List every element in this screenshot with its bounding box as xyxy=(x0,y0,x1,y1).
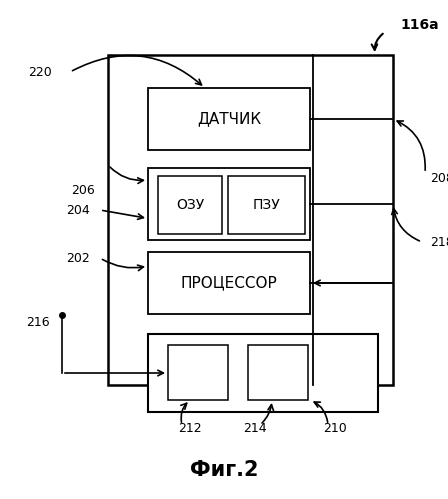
Bar xyxy=(148,334,378,412)
Text: 214: 214 xyxy=(243,422,267,435)
Text: 216: 216 xyxy=(26,315,50,328)
Text: 212: 212 xyxy=(178,422,202,435)
Bar xyxy=(168,345,228,400)
Text: ДАТЧИК: ДАТЧИК xyxy=(197,111,261,127)
Text: 208: 208 xyxy=(430,172,448,185)
Bar xyxy=(148,252,310,314)
Text: ПРОЦЕССОР: ПРОЦЕССОР xyxy=(181,275,277,290)
Text: 204: 204 xyxy=(66,204,90,217)
Text: 210: 210 xyxy=(323,422,347,435)
Text: 206: 206 xyxy=(71,184,95,197)
Text: ОЗУ: ОЗУ xyxy=(176,198,204,212)
Text: ПЗУ: ПЗУ xyxy=(253,198,280,212)
Bar xyxy=(148,168,310,240)
Bar xyxy=(148,88,310,150)
Bar xyxy=(108,55,393,385)
Text: 202: 202 xyxy=(66,251,90,264)
Text: Фиг.2: Фиг.2 xyxy=(190,460,258,480)
Bar xyxy=(158,176,222,234)
Text: 116а: 116а xyxy=(400,18,439,32)
Text: 218: 218 xyxy=(430,236,448,249)
Bar xyxy=(248,345,308,400)
Text: 220: 220 xyxy=(28,65,52,78)
Bar xyxy=(228,176,305,234)
